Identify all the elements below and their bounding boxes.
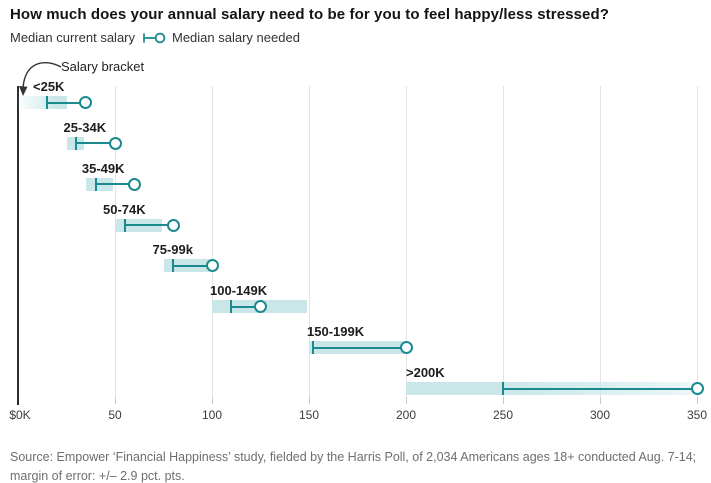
x-axis-tick-label: 200	[395, 408, 417, 422]
bracket-label: 25-34K	[63, 119, 107, 135]
median-current-tick	[502, 382, 504, 396]
bracket-label: 50-74K	[103, 201, 146, 217]
x-axis-tick	[212, 397, 213, 404]
dumbbell-legend-icon	[143, 32, 166, 43]
chart-title: How much does your annual salary need to…	[10, 6, 609, 23]
source-note: Source: Empower ‘Financial Happiness’ st…	[10, 448, 705, 483]
annotation-salary-bracket: Salary bracket	[61, 59, 145, 74]
x-axis-tick-label: $0K	[9, 408, 31, 422]
bracket-range-band	[18, 96, 67, 109]
x-axis-tick	[503, 397, 504, 404]
connector-line	[95, 183, 130, 186]
gridline	[697, 86, 698, 397]
median-needed-marker	[166, 218, 180, 232]
x-axis-tick	[406, 397, 407, 404]
median-needed-marker	[79, 96, 93, 109]
connector-line	[124, 224, 169, 227]
x-axis-tick-label: 350	[686, 408, 708, 422]
median-needed-marker	[127, 177, 141, 191]
source-line-1: Source: Empower ‘Financial Happiness’ st…	[10, 450, 697, 464]
x-axis-tick-label: 50	[108, 408, 122, 422]
median-current-tick	[75, 136, 78, 150]
x-axis-tick	[115, 397, 116, 404]
median-current-tick	[46, 96, 49, 109]
gridline	[406, 86, 407, 397]
x-axis-tick	[697, 397, 698, 404]
gridline	[503, 86, 504, 397]
connector-line	[173, 264, 207, 267]
bracket-label: 100-149K	[210, 283, 268, 299]
gridline	[600, 86, 601, 397]
bracket-label: 35-49K	[81, 160, 125, 176]
x-axis-tick-label: 150	[298, 408, 320, 422]
median-current-tick	[123, 218, 126, 232]
source-line-2: margin of error: +/– 2.9 pct. pts.	[10, 468, 185, 483]
median-current-tick	[311, 341, 314, 355]
x-axis-tick-label: 300	[589, 408, 611, 422]
annotation-arrow-icon	[19, 61, 62, 96]
median-current-tick	[230, 300, 233, 314]
connector-line	[503, 387, 692, 390]
median-needed-marker	[690, 382, 704, 396]
connector-line	[76, 142, 110, 145]
median-needed-marker	[399, 341, 413, 355]
x-axis-tick	[309, 397, 310, 404]
x-axis-tick	[600, 397, 601, 404]
median-needed-marker	[108, 136, 122, 150]
legend-label-current-salary: Median current salary	[10, 30, 135, 45]
x-axis-tick-label: 250	[492, 408, 514, 422]
bracket-label: 150-199K	[307, 324, 365, 340]
gridline	[115, 86, 116, 397]
legend-label-salary-needed: Median salary needed	[172, 30, 300, 45]
bracket-label: >200K	[406, 365, 445, 381]
connector-line	[312, 346, 401, 349]
bracket-label: <25K	[33, 79, 65, 94]
gridline	[309, 86, 310, 397]
y-axis-line	[17, 86, 19, 405]
median-needed-marker	[254, 300, 267, 314]
x-axis-tick-label: 100	[201, 408, 223, 422]
bracket-label: 75-99k	[152, 242, 193, 258]
chart-legend: Median current salary Median salary need…	[10, 30, 300, 45]
gridline	[212, 86, 213, 397]
median-current-tick	[94, 177, 97, 191]
median-current-tick	[172, 259, 175, 273]
connector-line	[47, 101, 81, 104]
median-needed-marker	[205, 259, 219, 273]
connector-line	[231, 305, 256, 308]
